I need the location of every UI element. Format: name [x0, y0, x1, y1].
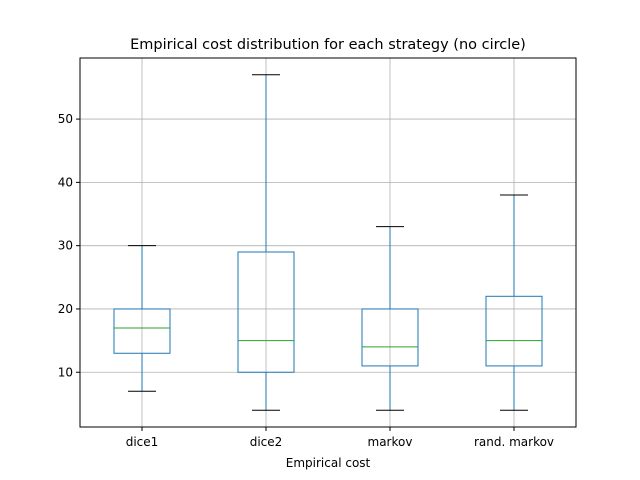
y-tick-label: 20	[58, 302, 73, 316]
plot-frame	[79, 57, 577, 428]
y-tick-label: 50	[58, 112, 73, 126]
x-tick-label: dice2	[250, 435, 283, 449]
axis-ticks: 10 20 30 40 50 dice1 dice2 markov rand. markov	[58, 112, 554, 449]
y-tick-label: 10	[58, 365, 73, 379]
iqr-box	[237, 251, 295, 373]
iqr-box	[361, 308, 419, 367]
x-axis-label: Empirical cost	[286, 456, 371, 470]
grid	[80, 58, 576, 427]
box-group-markov	[361, 226, 419, 411]
y-tick-label: 30	[58, 239, 73, 253]
x-tick-label: dice1	[126, 435, 159, 449]
iqr-box	[485, 295, 543, 367]
chart-title: Empirical cost distribution for each str…	[130, 37, 526, 53]
box-group-dice2	[237, 74, 295, 411]
x-tick-label: markov	[368, 435, 413, 449]
box-group-dice1	[113, 245, 171, 392]
box-group-rand-markov	[485, 194, 543, 411]
y-tick-label: 40	[58, 175, 73, 189]
iqr-box	[113, 308, 171, 354]
x-tick-label: rand. markov	[474, 435, 554, 449]
box-plots	[113, 74, 543, 411]
